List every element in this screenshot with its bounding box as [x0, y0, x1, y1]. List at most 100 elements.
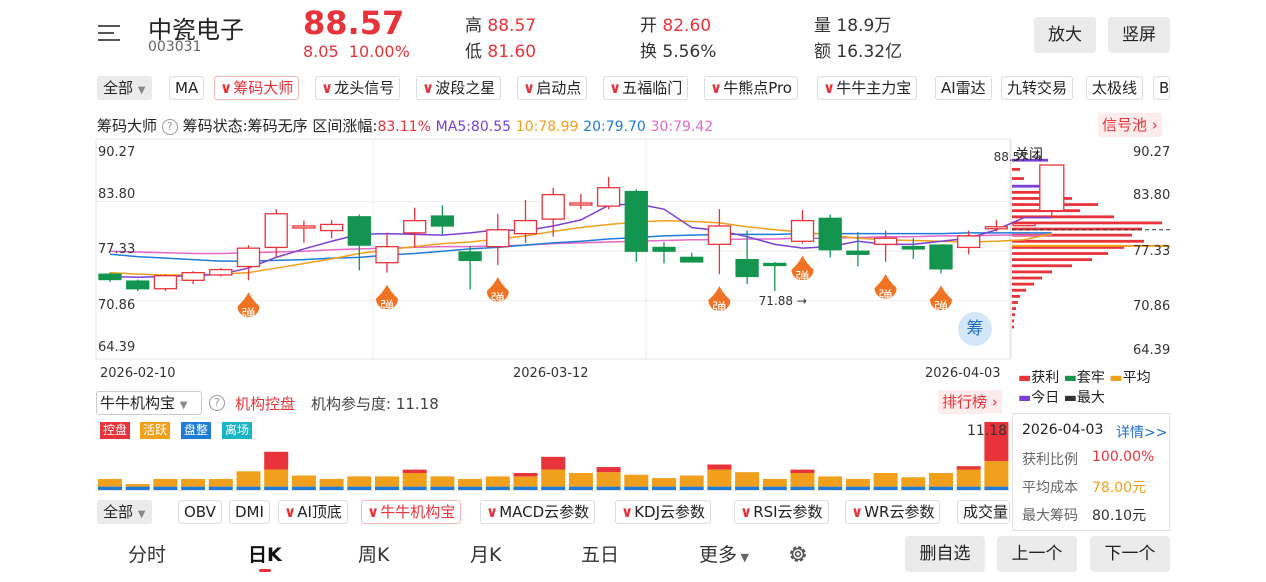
candle-body — [153, 275, 178, 290]
chip-bar — [1012, 252, 1108, 255]
signal-pool-button[interactable]: 信号池 › — [1098, 113, 1162, 137]
help-icon[interactable]: ? — [161, 119, 178, 135]
chip-status-bar: 筹码大师 ? 筹码状态:筹码无序 区间涨幅:83.11% MA5:80.55 1… — [97, 117, 714, 135]
turnover-quote: 换 5.56% — [640, 42, 717, 62]
signal-label: 弹 — [380, 300, 394, 316]
tab-weekly-k[interactable]: 周K — [358, 544, 390, 566]
chip-niuxiong[interactable]: ∨牛熊点Pro — [704, 76, 798, 100]
inst-bar-orange — [707, 469, 732, 487]
candle-body — [569, 202, 593, 206]
inst-bar-blue — [291, 486, 316, 490]
tab-monthly-k[interactable]: 月K — [470, 544, 502, 566]
candle-body — [319, 223, 344, 232]
chip-jiuzhuan[interactable]: 九转交易 — [1001, 76, 1074, 100]
chip-wr[interactable]: ∨WR云参数 — [845, 500, 941, 524]
inst-bar-orange — [236, 471, 261, 487]
chip-qidong[interactable]: ∨启动点 — [517, 76, 588, 100]
inst-bar-blue — [236, 486, 261, 490]
inst-bar-blue — [652, 486, 676, 490]
help-icon[interactable]: ? — [209, 395, 225, 411]
inst-bar-red — [596, 467, 621, 473]
signal-label: 弹 — [242, 307, 256, 323]
chip-zhulibao[interactable]: ∨牛牛主力宝 — [817, 76, 918, 100]
chip-legend-2: ▬今日 ▬最大 — [1018, 390, 1105, 406]
inst-bar-blue — [208, 486, 233, 490]
chip-obv[interactable]: OBV — [178, 500, 222, 524]
chip-dmi[interactable]: DMI — [229, 500, 270, 524]
right-axis-label: 77.33 — [1133, 244, 1171, 259]
detail-link[interactable]: 详情>> — [1116, 425, 1168, 441]
amount-quote: 额 16.32亿 — [814, 42, 903, 62]
left-axis-label: 64.39 — [98, 340, 136, 355]
chip-info-panel — [1012, 413, 1170, 531]
right-axis-label: 90.27 — [1133, 145, 1171, 160]
inst-bar-blue — [181, 486, 206, 490]
inst-indicator-select[interactable]: 牛牛机构宝 ▼ — [96, 391, 202, 415]
date-label: 2026-04-03 — [925, 366, 1001, 381]
right-axis-label: 83.80 — [1133, 188, 1171, 203]
inst-bar-orange — [845, 478, 870, 487]
info-max-label: 最大筹码 — [1022, 508, 1078, 524]
candle-body — [430, 215, 455, 227]
gear-icon[interactable] — [787, 543, 809, 565]
chip-inst-bao[interactable]: ∨牛牛机构宝 — [361, 500, 462, 524]
tab-daily-k[interactable]: 日K — [248, 544, 282, 566]
chip-taiji[interactable]: 太极线 — [1086, 76, 1144, 100]
inst-bar-blue — [485, 486, 510, 490]
chip-close-button[interactable]: 关闭 — [1015, 147, 1043, 163]
chip-longtou[interactable]: ∨龙头信号 — [315, 76, 401, 100]
chip-ai-radar[interactable]: AI雷达 — [935, 76, 992, 100]
chip-boduan[interactable]: ∨波段之星 — [416, 76, 502, 100]
inst-bar-blue — [735, 486, 760, 490]
chip-ai-dingdi[interactable]: ∨AI顶底 — [278, 500, 348, 524]
info-date: 2026-04-03 — [1022, 422, 1104, 438]
inst-bar-orange — [375, 476, 399, 487]
sub-all-select[interactable]: 全部 ▼ — [97, 500, 152, 524]
indicator-all-select[interactable]: 全部 ▼ — [97, 76, 152, 100]
chip-toggle-button[interactable]: 筹 — [958, 312, 992, 346]
inst-bar-red — [984, 422, 1009, 462]
inst-bar-orange — [319, 478, 344, 487]
inst-bar-blue — [458, 486, 483, 490]
inst-bar-blue — [845, 486, 870, 490]
prev-stock-button[interactable]: 上一个 — [997, 536, 1077, 572]
candle-body — [957, 235, 981, 249]
chip-volume[interactable]: 成交量 — [957, 500, 1010, 524]
inst-bar-blue — [153, 486, 178, 490]
tab-intraday[interactable]: 分时 — [128, 544, 167, 566]
rank-button[interactable]: 排行榜 › — [938, 390, 1002, 414]
chip-kdj[interactable]: ∨KDJ云参数 — [615, 500, 711, 524]
inst-bar-orange — [901, 477, 926, 487]
high-quote: 高 88.57 — [465, 16, 537, 36]
inst-title: 机构控盘 — [235, 395, 296, 413]
chip-more[interactable]: B — [1153, 76, 1170, 100]
chip-wufu[interactable]: ∨五福临门 — [603, 76, 689, 100]
chip-ma[interactable]: MA — [169, 76, 205, 100]
tab-more[interactable]: 更多 ▼ — [699, 544, 749, 566]
chip-bar — [1012, 270, 1052, 274]
next-stock-button[interactable]: 下一个 — [1090, 536, 1170, 572]
chip-chouma-dashi[interactable]: ∨筹码大师 — [214, 76, 300, 100]
chip-bar — [1012, 288, 1026, 292]
portrait-button[interactable]: 竖屏 — [1108, 17, 1170, 53]
tab-five-day[interactable]: 五日 — [581, 544, 620, 566]
candle-body — [292, 225, 316, 229]
candle-body — [680, 256, 704, 263]
zoom-button[interactable]: 放大 — [1034, 17, 1096, 53]
chip-macd[interactable]: ∨MACD云参数 — [480, 500, 596, 524]
menu-icon[interactable] — [98, 22, 124, 44]
inst-value: 11.18 — [967, 423, 1008, 439]
info-avg-value: 78.00元 — [1092, 480, 1147, 496]
remove-watchlist-button[interactable]: 删自选 — [905, 536, 985, 572]
inst-bar-blue — [402, 486, 427, 490]
price-change: 8.05 10.00% — [303, 42, 410, 61]
right-axis-label: 70.86 — [1133, 299, 1171, 314]
chip-rsi[interactable]: ∨RSI云参数 — [734, 500, 829, 524]
tag-huoyue: 活跃 — [140, 422, 171, 439]
chip-bar — [1012, 167, 1020, 171]
inst-bar-orange — [264, 469, 289, 487]
stock-code: 003031 — [148, 39, 202, 55]
inst-bar-blue — [375, 486, 399, 490]
active-tab-indicator — [259, 569, 271, 572]
candle-body — [763, 262, 787, 267]
